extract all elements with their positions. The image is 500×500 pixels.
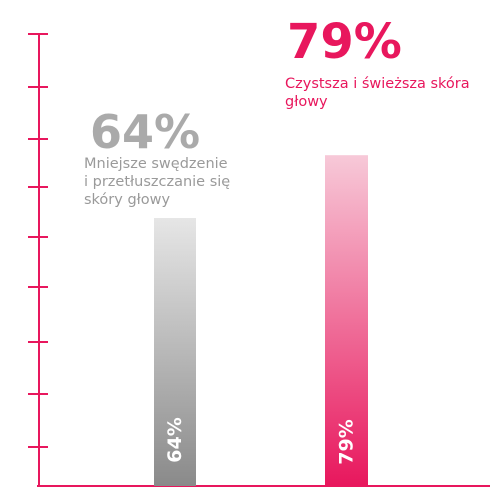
y-axis	[28, 33, 48, 486]
bar-1	[154, 218, 196, 486]
y-axis-ticks	[28, 33, 48, 448]
headline-percent: 79%	[287, 14, 402, 70]
headline-percent: 64%	[90, 105, 200, 159]
bar-group-2: 79% 79% Czystsza i świeższa skóra głowy	[285, 14, 470, 486]
bar-description-line: skóry głowy	[84, 192, 171, 208]
bar-value-label: 79%	[336, 419, 358, 464]
bar-description-line: i przetłuszczanie się	[84, 174, 230, 190]
bar-description-line: głowy	[285, 94, 328, 110]
bar-description-line: Czystsza i świeższa skóra	[285, 76, 470, 92]
bar-2	[325, 155, 368, 486]
bar-value-label: 64%	[164, 417, 186, 462]
bar-description-line: Mniejsze swędzenie	[84, 156, 228, 172]
